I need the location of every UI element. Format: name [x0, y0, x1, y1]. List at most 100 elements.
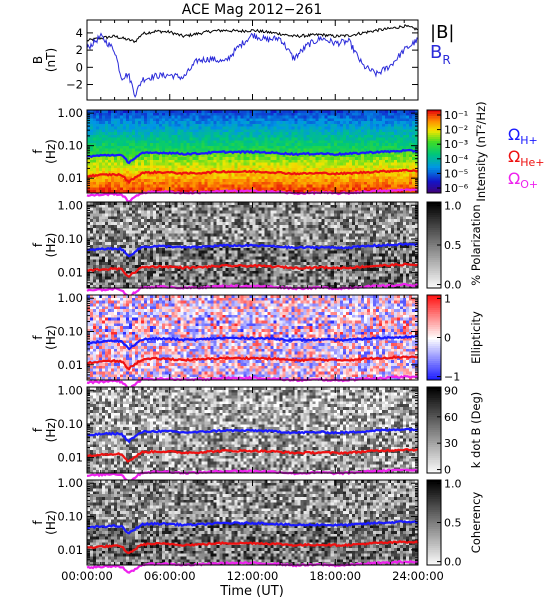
spectrogram-cell — [363, 145, 368, 150]
spectrogram-cell — [411, 121, 416, 125]
spectrogram-cell — [366, 159, 371, 163]
spectrogram-cell — [336, 132, 341, 136]
spectrogram-cell — [222, 204, 226, 209]
spectrogram-cell — [231, 165, 235, 169]
spectrogram-cell — [375, 132, 380, 136]
spectrogram-cell — [309, 162, 313, 166]
spectrogram-cell — [345, 110, 350, 114]
spectrogram-cell — [273, 110, 277, 114]
spectrogram-cell — [318, 157, 323, 161]
spectrogram-cell — [216, 262, 220, 266]
spectrogram-cell — [297, 154, 301, 158]
spectrogram-cell — [141, 202, 145, 206]
spectrogram-cell — [90, 245, 94, 249]
spectrogram-cell — [306, 112, 310, 116]
spectrogram-cell — [273, 168, 277, 172]
spectrogram-cell — [144, 247, 148, 252]
spectrogram-cell — [135, 227, 139, 231]
spectrogram-cell — [153, 273, 157, 277]
spectrogram-cell — [279, 187, 283, 191]
spectrogram-cell — [198, 204, 202, 209]
spectrogram-cell — [336, 145, 341, 150]
spectrogram-cell — [114, 165, 118, 169]
spectrogram-cell — [96, 132, 100, 136]
spectrogram-cell — [174, 154, 178, 158]
spectrogram-cell — [318, 129, 323, 133]
spectrogram-cell — [222, 123, 226, 127]
spectrogram-cell — [153, 230, 157, 234]
spectrogram-cell — [249, 143, 253, 147]
spectrogram-cell — [99, 126, 103, 130]
spectrogram-cell — [381, 184, 386, 188]
spectrogram-cell — [204, 154, 208, 158]
spectrogram-cell — [255, 115, 259, 119]
spectrogram-cell — [237, 134, 241, 138]
spectrogram-cell — [402, 157, 407, 161]
spectrogram-cell — [156, 168, 160, 172]
spectrogram-cell — [183, 181, 187, 185]
spectrogram-cell — [408, 184, 413, 188]
spectrogram-cell — [171, 224, 175, 229]
spectrogram-cell — [204, 262, 208, 266]
spectrogram-cell — [312, 179, 316, 183]
spectrogram-cell — [153, 222, 157, 226]
spectrogram-cell — [210, 267, 214, 272]
spectrogram-cell — [108, 118, 112, 122]
spectrogram-cell — [216, 159, 220, 163]
spectrogram-cell — [219, 282, 223, 286]
spectrogram-cell — [297, 123, 301, 127]
colorbar-frame — [426, 109, 442, 194]
spectrogram-cell — [87, 187, 91, 191]
spectrogram-cell — [111, 262, 115, 266]
spectrogram-cell — [111, 222, 115, 226]
spectrogram-cell — [213, 173, 217, 177]
spectrogram-cell — [366, 157, 371, 161]
spectrogram-cell — [333, 121, 338, 125]
spectrogram-cell — [366, 110, 371, 114]
spectrogram-cell — [243, 134, 247, 138]
spectrogram-cell — [102, 143, 106, 147]
spectrogram-cell — [396, 140, 401, 144]
spectrogram-cell — [117, 245, 121, 249]
spectrogram-cell — [87, 165, 91, 169]
spectrogram-cell — [180, 270, 184, 274]
spectrogram-cell — [165, 112, 169, 116]
spectrogram-cell — [120, 181, 124, 185]
spectrogram-cell — [204, 239, 208, 243]
spectrogram-cell — [387, 159, 392, 163]
spectrogram-cell — [330, 181, 335, 185]
spectrogram-cell — [231, 134, 235, 138]
spectrogram-cell — [105, 148, 109, 152]
spectrogram-cell — [300, 190, 304, 194]
spectrogram-cell — [132, 279, 136, 283]
spectrogram-cell — [153, 187, 157, 191]
spectrogram-cell — [174, 179, 178, 183]
spectrogram-cell — [270, 110, 274, 114]
spectrogram-cell — [108, 202, 112, 206]
spectrogram-cell — [213, 276, 217, 280]
spectrogram-cell — [204, 165, 208, 169]
spectrogram-cell — [174, 282, 178, 286]
spectrogram-cell — [114, 236, 118, 240]
spectrogram-cell — [138, 224, 142, 229]
spectrogram-cell — [225, 145, 229, 150]
spectrogram-cell — [159, 181, 163, 185]
spectrogram-cell — [228, 115, 232, 119]
spectrogram-cell — [168, 129, 172, 133]
spectrogram-cell — [390, 187, 395, 191]
spectrogram-cell — [285, 173, 289, 177]
spectrogram-cell — [222, 179, 226, 183]
spectrogram-cell — [123, 207, 127, 211]
spectrogram-cell — [120, 202, 124, 206]
spectrogram-cell — [183, 151, 187, 155]
spectrogram-cell — [303, 126, 307, 130]
spectrogram-cell — [246, 143, 250, 147]
spectrogram-cell — [210, 143, 214, 147]
spectrogram-cell — [162, 173, 166, 177]
spectrogram-cell — [348, 140, 353, 144]
spectrogram-cell — [174, 276, 178, 280]
spectrogram-cell — [297, 126, 301, 130]
spectrogram-cell — [138, 259, 142, 263]
spectrogram-cell — [252, 148, 256, 152]
spectrogram-cell — [297, 129, 301, 133]
